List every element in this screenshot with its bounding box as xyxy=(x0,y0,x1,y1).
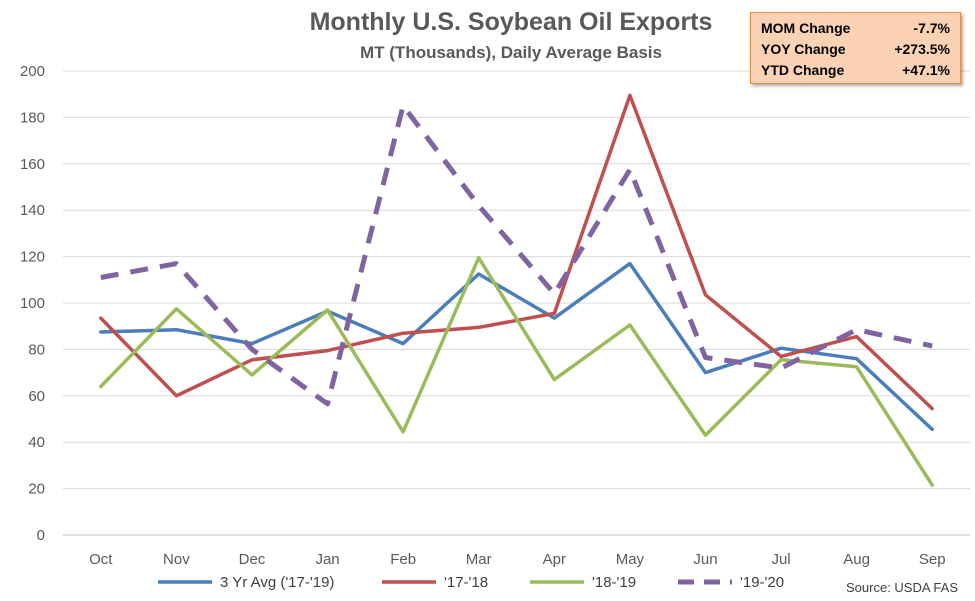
y-tick-label: 200 xyxy=(20,63,45,80)
y-tick-label: 0 xyxy=(37,527,45,544)
y-tick-label: 140 xyxy=(20,202,45,219)
x-tick-label: Nov xyxy=(163,551,190,568)
gridlines xyxy=(63,70,970,536)
x-tick-label: Dec xyxy=(239,551,266,568)
chart-subtitle: MT (Thousands), Daily Average Basis xyxy=(360,43,662,62)
x-tick-label: Aug xyxy=(843,551,870,568)
source-note: Source: USDA FAS xyxy=(846,580,958,595)
stats-label: YTD Change xyxy=(761,62,845,78)
legend-label: '17-'18 xyxy=(444,574,488,591)
y-tick-label: 100 xyxy=(20,295,45,312)
series-line xyxy=(99,261,934,432)
stats-row-mom: MOM Change -7.7% xyxy=(761,18,950,39)
change-stats-box: MOM Change -7.7% YOY Change +273.5% YTD … xyxy=(750,12,961,84)
stats-label: YOY Change xyxy=(761,41,846,57)
series-lines xyxy=(99,93,934,487)
y-tick-label: 60 xyxy=(28,388,45,405)
y-tick-label: 160 xyxy=(20,156,45,173)
y-tick-label: 40 xyxy=(28,434,45,451)
y-tick-label: 20 xyxy=(28,481,45,498)
legend: 3 Yr Avg ('17-'19) '17-'18 '18-'19 '19-'20 xyxy=(158,574,784,591)
stats-value: +273.5% xyxy=(894,41,950,57)
stats-value: -7.7% xyxy=(913,20,950,36)
stats-label: MOM Change xyxy=(761,20,851,36)
stats-value: +47.1% xyxy=(902,62,950,78)
x-tick-label: Sep xyxy=(919,551,946,568)
legend-label: 3 Yr Avg ('17-'19) xyxy=(220,574,334,591)
x-tick-label: Mar xyxy=(466,551,492,568)
x-tick-label: Jan xyxy=(315,551,339,568)
y-tick-label: 80 xyxy=(28,341,45,358)
y-tick-label: 180 xyxy=(20,109,45,126)
x-tick-label: Jul xyxy=(771,551,790,568)
chart-title: Monthly U.S. Soybean Oil Exports xyxy=(310,8,713,36)
x-axis-ticks: Oct Nov Dec Jan Feb Mar Apr May Jun Jul Aug Sep xyxy=(89,551,945,568)
x-tick-label: Apr xyxy=(543,551,566,568)
y-tick-label: 120 xyxy=(20,249,45,266)
legend-label: '19-'20 xyxy=(740,574,784,591)
x-tick-label: Feb xyxy=(390,551,416,568)
x-tick-label: Oct xyxy=(89,551,113,568)
series-line xyxy=(100,103,933,407)
legend-label: '18-'19 xyxy=(592,574,636,591)
stats-row-ytd: YTD Change +47.1% xyxy=(761,60,950,81)
x-tick-label: May xyxy=(616,551,645,568)
y-axis-ticks: 0 20 40 60 80 100 120 140 160 180 200 xyxy=(20,63,45,544)
stats-row-yoy: YOY Change +273.5% xyxy=(761,39,950,60)
x-tick-label: Jun xyxy=(693,551,717,568)
